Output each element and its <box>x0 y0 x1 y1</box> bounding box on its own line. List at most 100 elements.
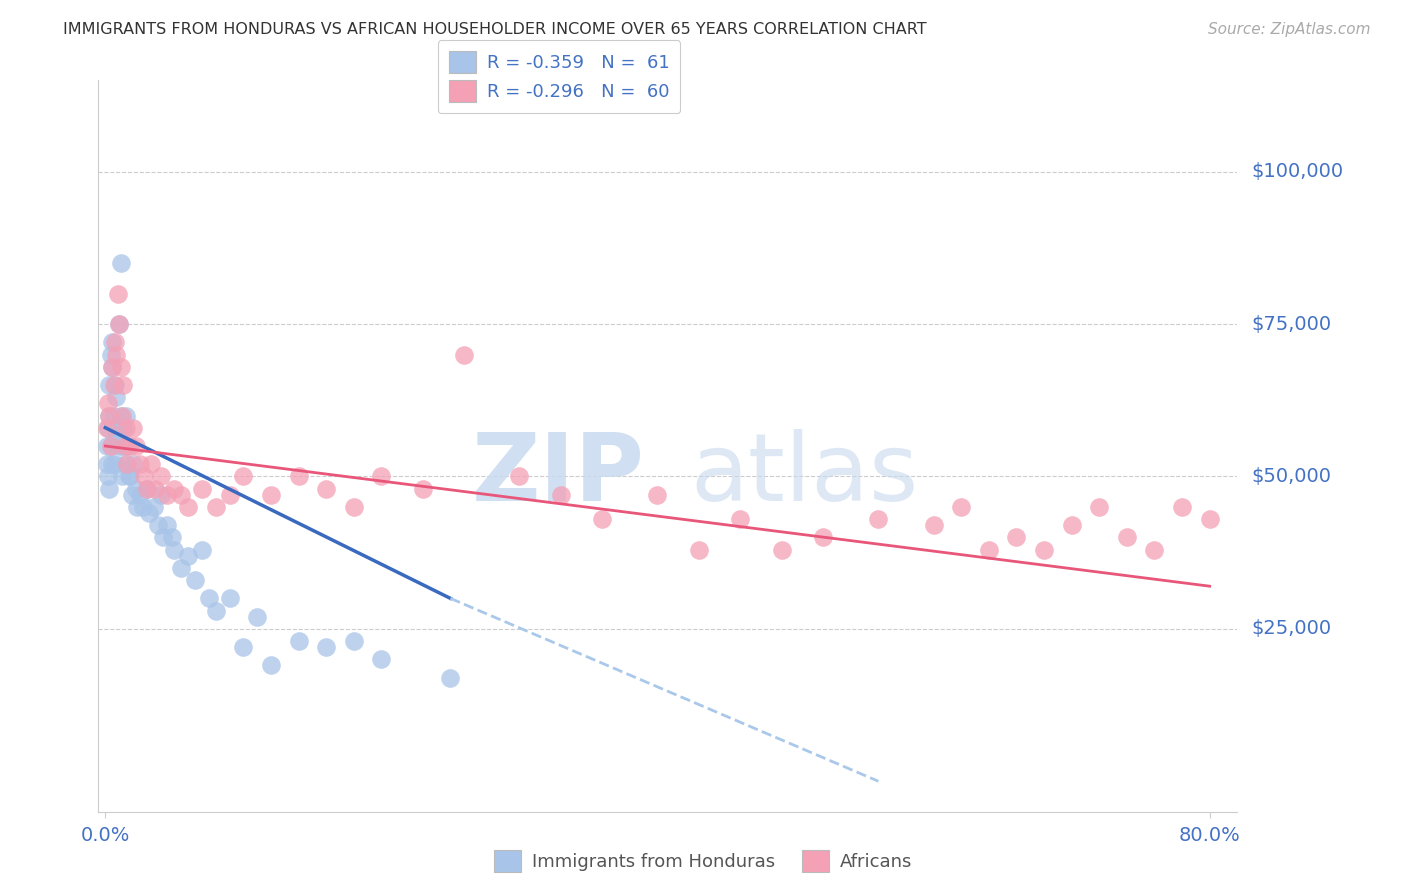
Point <box>115 409 138 423</box>
Point <box>112 378 135 392</box>
Point <box>111 439 134 453</box>
Point <box>156 518 179 533</box>
Point <box>508 469 530 483</box>
Point <box>135 482 157 496</box>
Point <box>105 390 128 404</box>
Point <box>111 469 134 483</box>
Point <box>246 609 269 624</box>
Point <box>688 542 710 557</box>
Point <box>177 549 200 563</box>
Point <box>114 439 136 453</box>
Point <box>156 488 179 502</box>
Point <box>149 469 172 483</box>
Point <box>108 439 131 453</box>
Point <box>1115 530 1137 544</box>
Point <box>139 457 162 471</box>
Point <box>96 439 118 453</box>
Point <box>110 359 132 374</box>
Point <box>115 421 138 435</box>
Text: ZIP: ZIP <box>472 429 645 521</box>
Point <box>152 530 174 544</box>
Point <box>1198 512 1220 526</box>
Point <box>98 482 121 496</box>
Point <box>170 488 193 502</box>
Point <box>232 640 254 655</box>
Point <box>922 518 945 533</box>
Text: atlas: atlas <box>690 429 920 521</box>
Legend: Immigrants from Honduras, Africans: Immigrants from Honduras, Africans <box>482 839 924 883</box>
Point <box>98 409 121 423</box>
Point <box>104 335 127 350</box>
Point <box>170 561 193 575</box>
Point <box>111 409 134 423</box>
Point <box>315 640 337 655</box>
Point <box>114 457 136 471</box>
Point <box>118 469 141 483</box>
Point <box>591 512 613 526</box>
Point <box>287 469 309 483</box>
Point <box>101 335 124 350</box>
Text: Source: ZipAtlas.com: Source: ZipAtlas.com <box>1208 22 1371 37</box>
Point <box>101 359 124 374</box>
Text: IMMIGRANTS FROM HONDURAS VS AFRICAN HOUSEHOLDER INCOME OVER 65 YEARS CORRELATION: IMMIGRANTS FROM HONDURAS VS AFRICAN HOUS… <box>63 22 927 37</box>
Point <box>143 482 166 496</box>
Point <box>132 469 155 483</box>
Point <box>117 457 139 471</box>
Point <box>287 634 309 648</box>
Point <box>647 488 669 502</box>
Point <box>128 457 150 471</box>
Point <box>177 500 200 514</box>
Point <box>101 457 124 471</box>
Point <box>1005 530 1028 544</box>
Point <box>120 469 142 483</box>
Point <box>730 512 752 526</box>
Point <box>198 591 221 606</box>
Point <box>550 488 572 502</box>
Point <box>149 488 172 502</box>
Point <box>97 469 120 483</box>
Point <box>107 286 129 301</box>
Point <box>105 421 128 435</box>
Point <box>453 348 475 362</box>
Point <box>103 433 125 447</box>
Point <box>122 457 145 471</box>
Point <box>950 500 973 514</box>
Point <box>1171 500 1194 514</box>
Point <box>135 482 157 496</box>
Point <box>108 317 131 331</box>
Point <box>370 652 392 666</box>
Point <box>122 421 145 435</box>
Point <box>107 426 129 441</box>
Point <box>125 500 148 514</box>
Point <box>163 482 186 496</box>
Point <box>110 409 132 423</box>
Point <box>868 512 890 526</box>
Point <box>204 603 226 617</box>
Point <box>184 573 207 587</box>
Point <box>104 457 127 471</box>
Point <box>160 530 183 544</box>
Point <box>1143 542 1166 557</box>
Point <box>1060 518 1083 533</box>
Point <box>412 482 434 496</box>
Point <box>191 542 214 557</box>
Point <box>108 317 131 331</box>
Point <box>103 409 125 423</box>
Point <box>1088 500 1111 514</box>
Point <box>146 518 169 533</box>
Point <box>131 500 153 514</box>
Point <box>100 439 122 453</box>
Point <box>343 634 366 648</box>
Point <box>97 421 120 435</box>
Point <box>260 658 283 673</box>
Point <box>260 488 283 502</box>
Point <box>232 469 254 483</box>
Text: $75,000: $75,000 <box>1251 315 1331 334</box>
Point <box>120 439 142 453</box>
Point <box>142 500 165 514</box>
Point <box>218 488 240 502</box>
Text: $25,000: $25,000 <box>1251 619 1331 639</box>
Point <box>105 348 128 362</box>
Point <box>770 542 793 557</box>
Point <box>1033 542 1056 557</box>
